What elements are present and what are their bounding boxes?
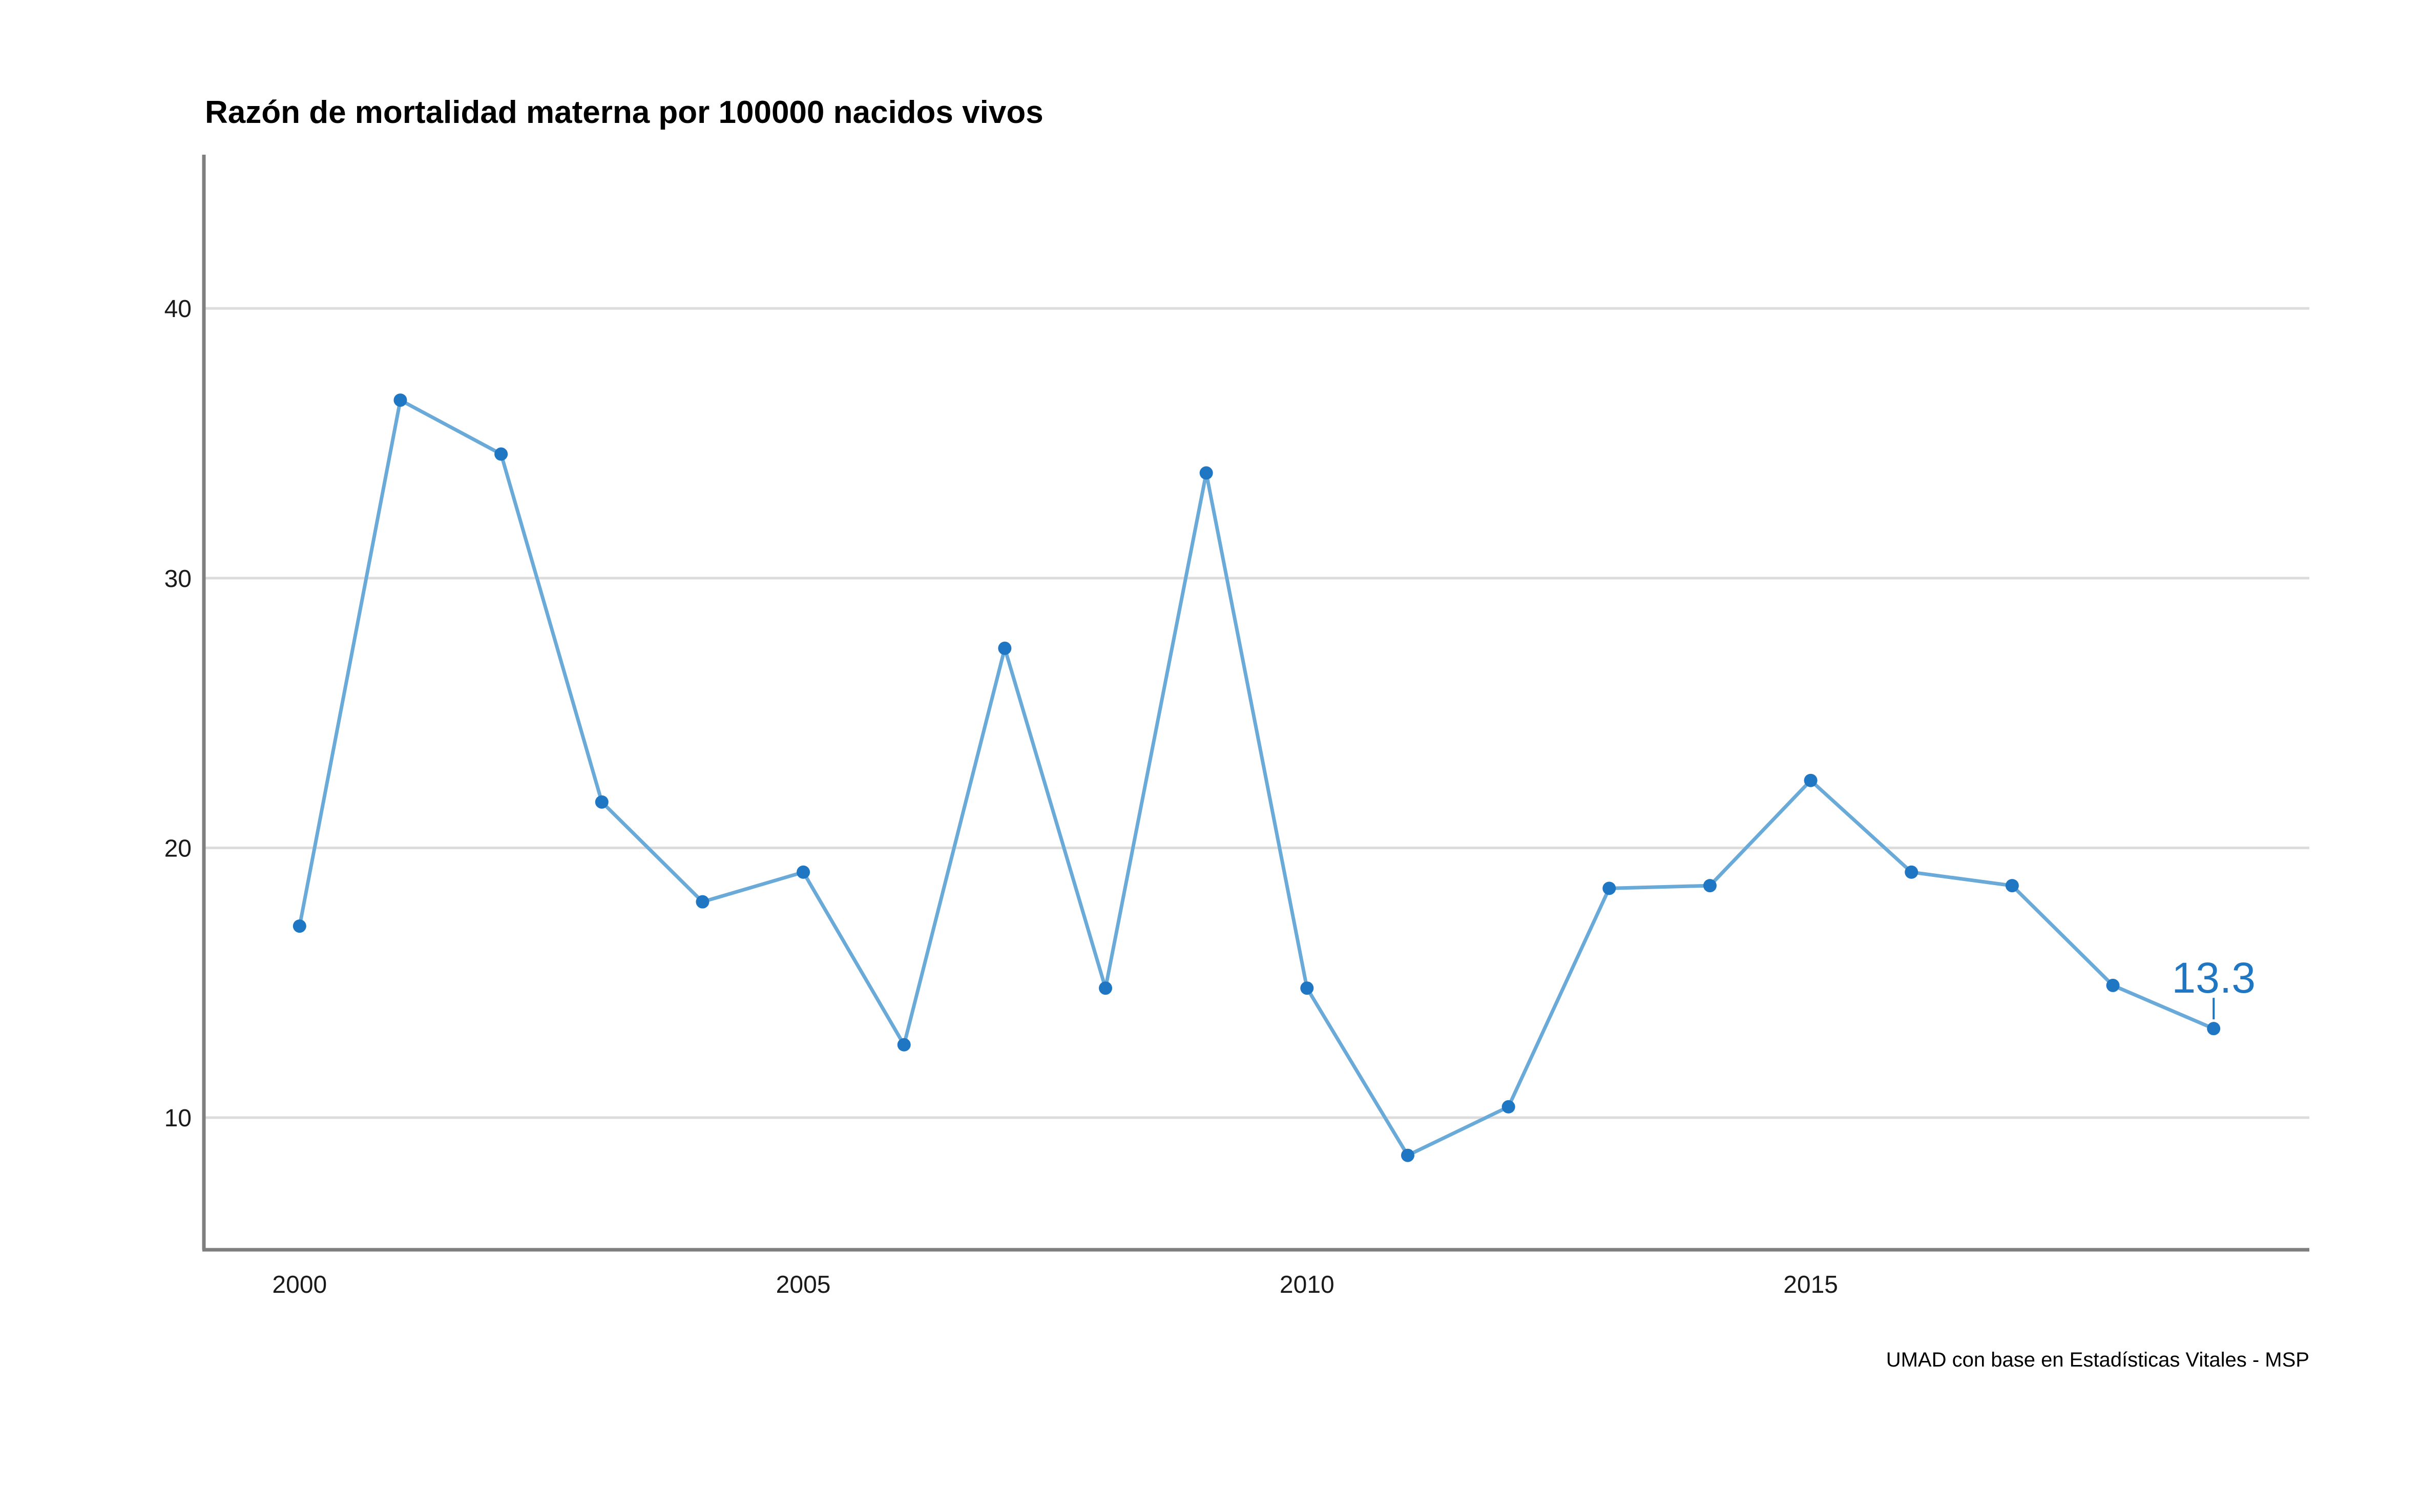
x-tick-label: 2005 bbox=[776, 1271, 831, 1298]
data-point bbox=[1905, 865, 1918, 879]
data-point bbox=[1602, 881, 1616, 895]
x-tick-label: 2015 bbox=[1783, 1271, 1838, 1298]
y-tick-label: 40 bbox=[164, 296, 192, 323]
data-point bbox=[2207, 1022, 2221, 1036]
data-point bbox=[595, 795, 609, 809]
series-line bbox=[298, 398, 2216, 1158]
data-point bbox=[393, 393, 407, 407]
gridlines bbox=[204, 307, 2309, 1119]
data-point bbox=[293, 919, 306, 933]
data-point bbox=[1501, 1100, 1515, 1114]
axes bbox=[202, 155, 2309, 1252]
y-tick-label: 20 bbox=[164, 835, 192, 862]
value-label: 13.3 bbox=[2172, 954, 2256, 1002]
x-tick-label: 2010 bbox=[1280, 1271, 1334, 1298]
data-point bbox=[1804, 773, 1818, 787]
series-group bbox=[293, 393, 2221, 1162]
y-axis-tick-labels: 10 20 30 40 bbox=[164, 296, 192, 1132]
data-point bbox=[494, 447, 508, 461]
annotations: 13.3 bbox=[2172, 954, 2256, 1020]
data-point bbox=[2106, 978, 2120, 992]
data-point bbox=[1703, 879, 1717, 893]
data-point bbox=[998, 641, 1012, 655]
chart-title: Razón de mortalidad materna por 100000 n… bbox=[205, 95, 1044, 130]
x-tick-label: 2000 bbox=[272, 1271, 327, 1298]
x-axis-tick-labels: 2000 2005 2010 2015 bbox=[272, 1271, 1838, 1298]
data-point bbox=[696, 895, 710, 909]
data-point bbox=[1300, 981, 1314, 995]
y-tick-label: 10 bbox=[164, 1105, 192, 1132]
chart-caption: UMAD con base en Estadísticas Vitales - … bbox=[1886, 1349, 2309, 1371]
data-point bbox=[1099, 981, 1113, 995]
data-point bbox=[797, 865, 810, 879]
data-point bbox=[897, 1038, 911, 1052]
y-tick-label: 30 bbox=[164, 565, 192, 593]
data-point bbox=[1401, 1148, 1414, 1162]
data-point bbox=[2005, 879, 2019, 893]
data-point bbox=[1199, 466, 1213, 480]
